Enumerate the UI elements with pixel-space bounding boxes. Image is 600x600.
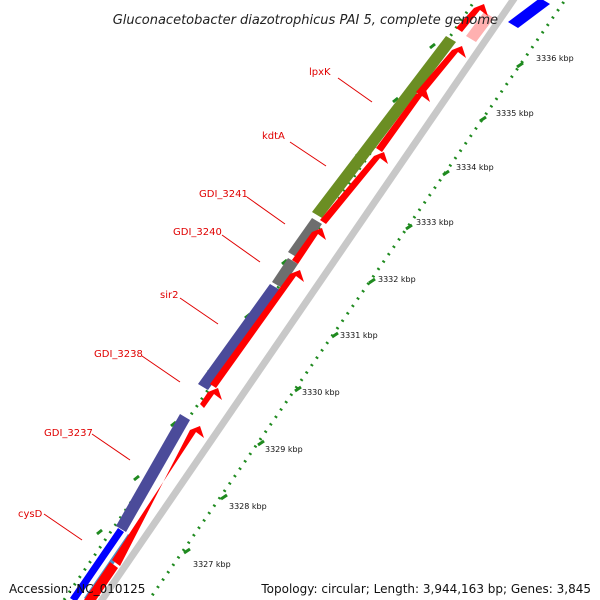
gene-label-kdtA: kdtA [262,131,285,142]
gene-label-cysD: cysD [18,509,43,520]
topology-text: Topology: circular; Length: 3,944,163 bp… [261,582,591,596]
accession-text: Accession: NC_010125 [9,582,146,596]
kbp-labels: 3327 kbp 3328 kbp 3329 kbp 3330 kbp 3331… [193,54,574,569]
kbp-label-3335: 3335 kbp [496,109,534,118]
gene-label-sir2: sir2 [160,290,178,301]
kbp-label-3332: 3332 kbp [378,275,416,284]
cds-arrow-2 [112,426,204,566]
cds-arrow-9 [456,4,488,32]
inner-strand-cds [84,4,488,600]
cds-arrow-7 [376,90,430,152]
feature-GDI_3240 [272,258,298,288]
kbp-label-3331: 3331 kbp [340,331,378,340]
kbp-label-3333: 3333 kbp [416,218,454,227]
kbp-label-3328: 3328 kbp [229,502,267,511]
feature-kdtA-lpxK [312,36,456,218]
kbp-major-ticks [183,61,524,555]
feature-cysD-blue [70,528,124,600]
feature-GDI_3241 [288,218,322,258]
kbp-label-3330: 3330 kbp [302,388,340,397]
kbp-label-3336: 3336 kbp [536,54,574,63]
feature-top-blue [508,0,550,28]
kbp-label-3334: 3334 kbp [456,163,494,172]
gene-label-GDI_3238: GDI_3238 [94,349,143,360]
map-title: Gluconacetobacter diazotrophicus PAI 5, … [113,13,498,28]
cds-arrow-5 [292,228,326,264]
cds-arrow-3 [200,388,222,408]
kbp-label-3327: 3327 kbp [193,560,231,569]
gene-label-GDI_3237: GDI_3237 [44,428,93,439]
cds-arrow-1 [84,562,118,600]
feature-sir2 [198,284,280,390]
kbp-label-3329: 3329 kbp [265,445,303,454]
feature-top-pink [466,12,494,42]
genome-backbone [97,0,518,600]
cds-arrow-8 [416,46,466,96]
gene-label-GDI_3240: GDI_3240 [173,227,222,238]
cds-arrow-6 [320,152,388,224]
cds-arrow-4 [210,270,304,388]
gene-labels: lpxK kdtA GDI_3241 GDI_3240 sir2 GDI_323… [18,67,373,541]
gene-label-lpxK: lpxK [309,67,331,78]
inner-dotted-ring [147,0,567,600]
gene-label-GDI_3241: GDI_3241 [199,189,248,200]
feature-GDI_3237 [116,414,190,532]
